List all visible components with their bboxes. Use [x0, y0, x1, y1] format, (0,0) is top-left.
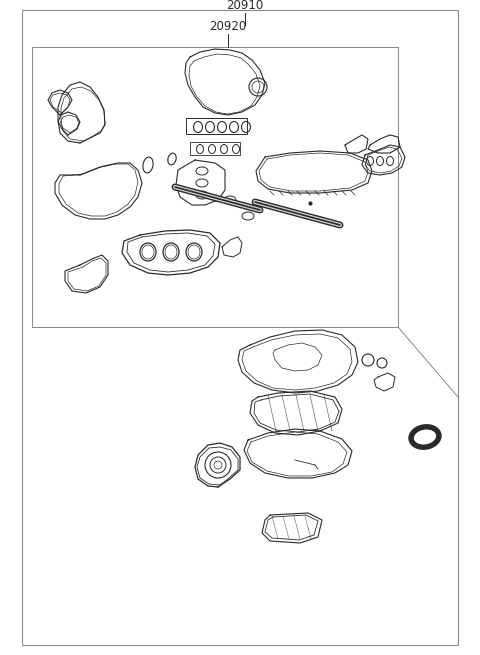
- Text: 20910: 20910: [227, 0, 264, 12]
- Ellipse shape: [415, 430, 435, 443]
- Text: 20920: 20920: [209, 20, 247, 33]
